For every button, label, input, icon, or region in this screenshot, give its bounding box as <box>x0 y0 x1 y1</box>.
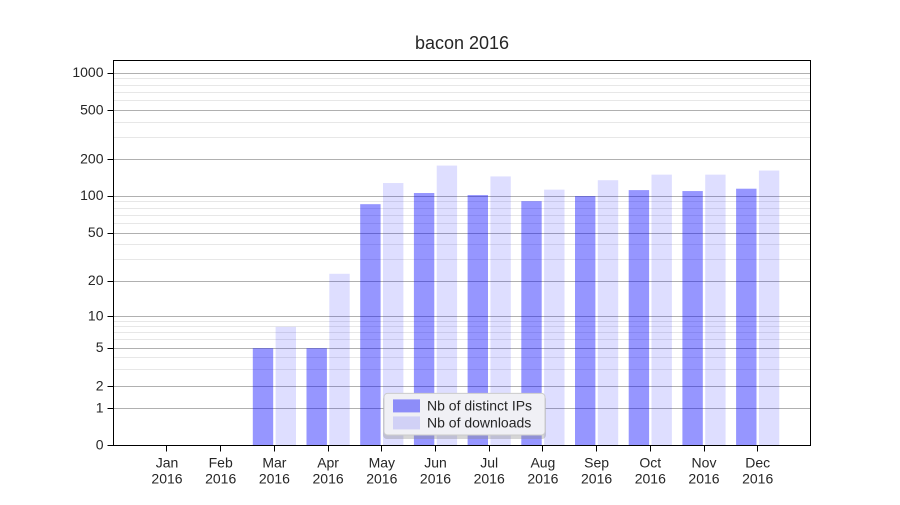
svg-text:1000: 1000 <box>72 64 103 80</box>
svg-text:20: 20 <box>88 272 104 288</box>
svg-text:Jan: Jan <box>156 455 179 471</box>
svg-text:2016: 2016 <box>420 471 451 487</box>
svg-text:200: 200 <box>80 150 104 166</box>
svg-text:Jul: Jul <box>480 455 498 471</box>
svg-text:2016: 2016 <box>259 471 290 487</box>
svg-text:Dec: Dec <box>745 455 770 471</box>
svg-text:10: 10 <box>88 308 104 324</box>
svg-text:2016: 2016 <box>151 471 182 487</box>
svg-text:Nov: Nov <box>692 455 717 471</box>
svg-text:2016: 2016 <box>688 471 719 487</box>
svg-text:100: 100 <box>80 187 104 203</box>
svg-text:Apr: Apr <box>317 455 339 471</box>
svg-text:Oct: Oct <box>639 455 661 471</box>
svg-text:Jun: Jun <box>424 455 447 471</box>
svg-text:5: 5 <box>96 339 104 355</box>
svg-text:2016: 2016 <box>581 471 612 487</box>
svg-text:2016: 2016 <box>474 471 505 487</box>
svg-text:Nb of distinct IPs: Nb of distinct IPs <box>427 397 532 413</box>
svg-text:2016: 2016 <box>366 471 397 487</box>
svg-text:2016: 2016 <box>635 471 666 487</box>
svg-text:1: 1 <box>96 399 104 415</box>
svg-text:Aug: Aug <box>530 455 555 471</box>
svg-text:2016: 2016 <box>205 471 236 487</box>
svg-text:Feb: Feb <box>209 455 233 471</box>
svg-text:50: 50 <box>88 224 104 240</box>
svg-text:500: 500 <box>80 101 104 117</box>
svg-text:2016: 2016 <box>527 471 558 487</box>
svg-text:bacon 2016: bacon 2016 <box>415 33 509 53</box>
svg-text:2016: 2016 <box>742 471 773 487</box>
svg-text:Mar: Mar <box>262 455 286 471</box>
svg-text:Nb of downloads: Nb of downloads <box>427 414 531 430</box>
svg-text:May: May <box>369 455 395 471</box>
svg-text:0: 0 <box>96 437 104 453</box>
svg-text:Sep: Sep <box>584 455 609 471</box>
svg-text:2016: 2016 <box>313 471 344 487</box>
svg-text:2: 2 <box>96 377 104 393</box>
